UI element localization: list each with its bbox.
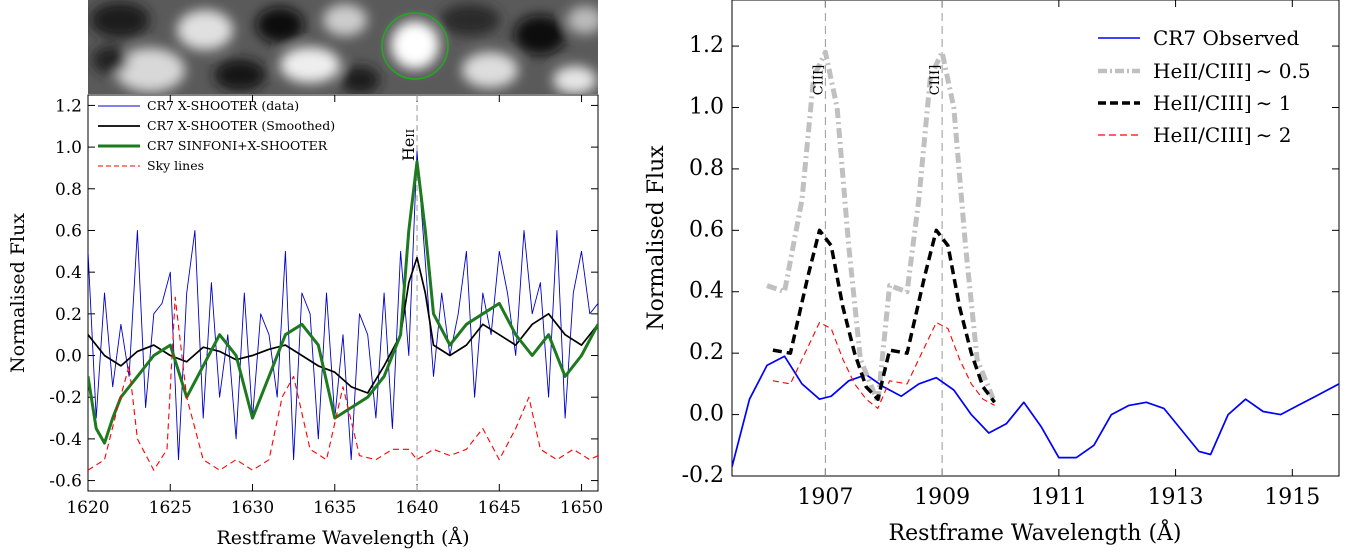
right-xtick-label: 1907 [797, 485, 853, 510]
right-xtick-label: 1911 [1031, 485, 1087, 510]
legend-label-ratio-1: HeII/CIII] ∼ 1 [1153, 91, 1291, 115]
left-ytick-label: 1.0 [55, 138, 82, 158]
right-series-2 [772, 228, 996, 404]
left-ytick-label: 1.2 [55, 96, 82, 116]
left-series-group [88, 150, 598, 471]
left-ytick-label: -0.2 [49, 388, 82, 408]
left-series-2 [88, 160, 598, 445]
source-circle [381, 12, 449, 80]
left-series-3 [88, 296, 598, 471]
ciii-annotation-1909: CIII] [928, 65, 943, 95]
right-xtick-label: 1915 [1264, 485, 1320, 510]
left-x-axis-label: Restframe Wavelength (Å) [216, 527, 469, 549]
right-legend: CR7 Observed HeII/CIII] ∼ 0.5 HeII/CIII] ∼… [1098, 26, 1311, 147]
right-plot: 1907 1909 1911 1913 1915 -0.2 0.0 0.2 0.4 0.6 0.8 1… [644, 0, 1340, 546]
right-ytick-label: 0.0 [689, 402, 724, 427]
right-x-axis-label: Restframe Wavelength (Å) [889, 518, 1182, 546]
inset-image [88, 0, 598, 94]
left-legend: CR7 X-SHOOTER (data) CR7 X-SHOOTER (Smoo… [98, 98, 335, 173]
legend-label-ratio-2: HeII/CIII] ∼ 2 [1153, 123, 1291, 147]
left-ytick-label: 0.0 [55, 347, 82, 367]
right-axis-ticks: 1907 1909 1911 1913 1915 -0.2 0.0 0.2 0.4 0.6 0.8 1… [682, 0, 1339, 510]
legend-label-ratio-05: HeII/CIII] ∼ 0.5 [1153, 59, 1311, 83]
left-xtick-label: 1640 [395, 498, 438, 518]
left-series-1 [88, 256, 598, 394]
left-xtick-label: 1625 [149, 498, 192, 518]
right-series-0 [732, 355, 1339, 468]
right-series-3 [772, 321, 995, 409]
legend-label-data: CR7 X-SHOOTER (data) [147, 98, 299, 113]
ciii-annotation-1907: CIII] [811, 65, 826, 95]
left-axis-ticks: 1620 1625 1630 1635 1640 1645 1650 -0.6 -0.4 -0.2… [49, 95, 603, 518]
left-ytick-label: 0.2 [55, 305, 82, 325]
left-ytick-label: 0.6 [55, 221, 82, 241]
left-plot: 1620 1625 1630 1635 1640 1645 1650 -0.6 -0.4 -0.2… [7, 94, 603, 549]
legend-label-observed: CR7 Observed [1153, 26, 1299, 50]
legend-label-smoothed: CR7 X-SHOOTER (Smoothed) [147, 118, 335, 133]
right-ytick-label: -0.2 [682, 463, 724, 488]
left-xtick-label: 1650 [560, 498, 603, 518]
right-series-group [732, 49, 1339, 468]
right-xtick-label: 1909 [914, 485, 970, 510]
left-ytick-label: 0.8 [55, 180, 82, 200]
legend-label-sky: Sky lines [147, 158, 204, 173]
right-plot-frame [731, 0, 1340, 477]
right-xtick-label: 1913 [1148, 485, 1204, 510]
right-ytick-label: 0.6 [689, 217, 724, 242]
legend-label-sinfoni: CR7 SINFONI+X-SHOOTER [147, 138, 328, 153]
right-ytick-label: 1.2 [689, 33, 724, 58]
left-ytick-label: -0.6 [49, 472, 82, 492]
right-ytick-label: 1.0 [689, 94, 724, 119]
heii-annotation: HeII [399, 129, 418, 161]
left-xtick-label: 1645 [478, 498, 521, 518]
left-xtick-label: 1630 [231, 498, 274, 518]
right-y-axis-label: Normalised Flux [644, 145, 669, 331]
left-ytick-label: -0.4 [49, 430, 82, 450]
left-ytick-label: 0.4 [55, 263, 82, 283]
right-series-1 [766, 49, 997, 405]
right-ytick-label: 0.4 [689, 279, 724, 304]
left-y-axis-label: Normalised Flux [7, 213, 29, 373]
left-plot-frame [87, 94, 599, 492]
right-ytick-label: 0.8 [689, 156, 724, 181]
left-xtick-label: 1620 [66, 498, 109, 518]
left-xtick-label: 1635 [313, 498, 356, 518]
right-ytick-label: 0.2 [689, 340, 724, 365]
